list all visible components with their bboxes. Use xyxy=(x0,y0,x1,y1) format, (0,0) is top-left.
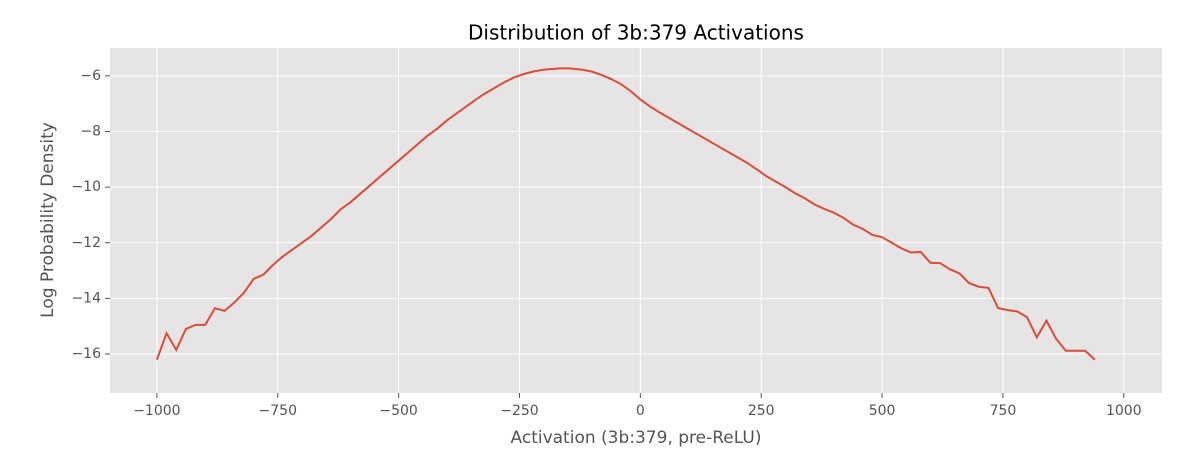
x-tick-label: 0 xyxy=(636,403,645,419)
x-tick-label: −750 xyxy=(259,403,297,419)
y-tick-label: −16 xyxy=(71,346,101,362)
x-tick-label: 250 xyxy=(748,403,775,419)
x-tick-label: −1000 xyxy=(133,403,180,419)
y-tick-label: −14 xyxy=(71,290,101,306)
y-tick-label: −8 xyxy=(80,123,101,139)
x-axis-label: Activation (3b:379, pre-ReLU) xyxy=(511,428,762,448)
y-axis-label: Log Probability Density xyxy=(38,122,58,318)
y-tick-label: −6 xyxy=(80,68,101,84)
plot-area xyxy=(110,48,1162,393)
x-tick-label: −500 xyxy=(379,403,417,419)
y-tick-label: −12 xyxy=(71,235,101,251)
x-tick-label: 750 xyxy=(990,403,1017,419)
x-tick-label: 500 xyxy=(869,403,896,419)
chart-title: Distribution of 3b:379 Activations xyxy=(468,21,804,45)
data-line xyxy=(155,67,1096,361)
x-tick-label: −250 xyxy=(500,403,538,419)
y-tick-label: −10 xyxy=(71,179,101,195)
x-tick-label: 1000 xyxy=(1106,403,1142,419)
